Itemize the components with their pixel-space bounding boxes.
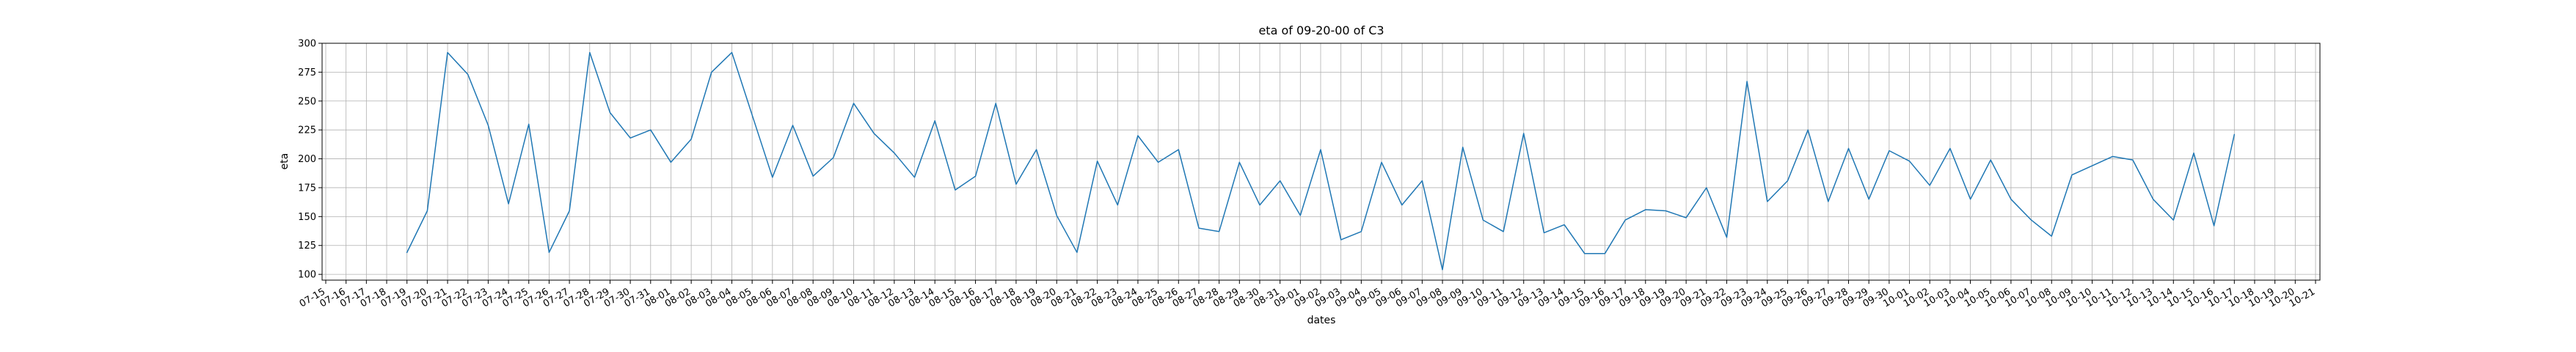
y-axis: 100 125 150 175 200 225 250 275 300 (298, 39, 322, 281)
y-axis-label: eta (279, 153, 291, 170)
series-line (406, 51, 2236, 271)
y-tick-label: 250 (298, 96, 316, 107)
y-tick-label: 100 (298, 270, 316, 281)
grid-lines (322, 43, 2320, 280)
x-axis-label: dates (1307, 315, 1336, 326)
chart-title: eta of 09-20-00 of C3 (1258, 23, 1384, 37)
y-tick-label: 275 (298, 67, 316, 78)
y-tick-label: 300 (298, 39, 316, 50)
y-tick-label: 150 (298, 212, 316, 223)
y-tick-label: 200 (298, 154, 316, 165)
x-axis: 07-1507-1607-1707-1807-1907-2007-2107-22… (298, 280, 2317, 309)
y-tick-label: 225 (298, 125, 316, 136)
y-tick-label: 175 (298, 183, 316, 194)
series-eta (406, 51, 2236, 271)
y-tick-label: 125 (298, 241, 316, 252)
